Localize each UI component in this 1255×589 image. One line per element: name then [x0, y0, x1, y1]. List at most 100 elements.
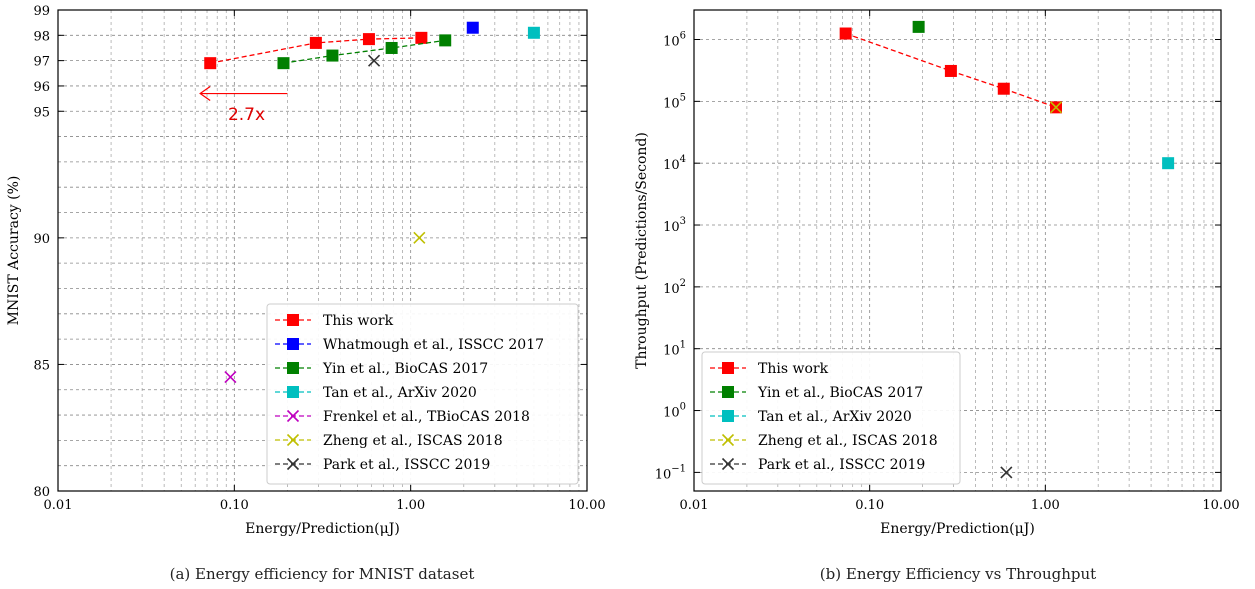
legend-marker — [287, 314, 299, 326]
legend-entry: Zheng et al., ISCAS 2018 — [710, 433, 938, 449]
y-tick-label: 96 — [33, 80, 50, 95]
legend-entry: Park et al., ISSCC 2019 — [275, 457, 490, 473]
x-tick-label: 0.01 — [44, 498, 73, 513]
figure-caption: (a) Energy efficiency for MNIST dataset — [170, 565, 475, 583]
legend-marker — [286, 433, 300, 447]
data-point — [439, 34, 452, 47]
legend-marker — [286, 409, 300, 423]
legend-label: Tan et al., ArXiv 2020 — [323, 385, 477, 401]
legend-box — [266, 303, 579, 485]
legend-label: Tan et al., ArXiv 2020 — [758, 409, 912, 425]
series-1 — [912, 20, 925, 33]
y-tick-label: 106 — [663, 31, 686, 50]
legend-box — [701, 351, 961, 485]
series-4 — [1000, 466, 1013, 479]
data-point — [527, 26, 540, 39]
y-axis-title: Throughput (Predictions/Second) — [634, 132, 650, 369]
plot-frame — [57, 9, 588, 492]
legend-marker — [287, 386, 299, 398]
legend-marker — [722, 386, 734, 398]
marker-x-stroke — [413, 231, 426, 244]
legend-label: Yin et al., BioCAS 2017 — [322, 361, 488, 377]
legend-entry: This work — [275, 313, 394, 329]
y-tick-exponent: 3 — [680, 216, 686, 227]
marker-x-stroke — [721, 433, 735, 447]
series-line — [283, 39, 446, 64]
y-tick-label: 101 — [663, 340, 686, 359]
legend-entry: Whatmough et al., ISSCC 2017 — [275, 337, 544, 353]
x-tick-label: 1.00 — [396, 498, 425, 513]
series-2 — [1162, 157, 1175, 170]
y-tick-label: 99 — [33, 4, 50, 19]
data-point — [997, 82, 1010, 95]
legend-label: Yin et al., BioCAS 2017 — [757, 385, 923, 401]
legend-marker — [722, 362, 734, 374]
series-4 — [224, 371, 237, 384]
y-tick-exponent: 1 — [680, 340, 686, 351]
legend-marker — [287, 338, 299, 350]
y-tick-label: 10−1 — [655, 463, 686, 482]
legend-label: This work — [758, 361, 829, 377]
x-tick-label: 10.00 — [568, 498, 605, 513]
series-3 — [527, 26, 540, 39]
annotation: 2.7x — [199, 86, 288, 125]
y-axis-title: MNIST Accuracy (%) — [6, 176, 22, 326]
x-axis-title: Energy/Prediction(μJ) — [245, 521, 400, 537]
data-point — [912, 20, 925, 33]
y-tick-exponent: 2 — [680, 278, 686, 289]
data-point — [362, 33, 375, 46]
data-point — [839, 27, 852, 40]
legend-label: Frenkel et al., TBioCAS 2018 — [323, 409, 530, 425]
data-point — [413, 231, 426, 244]
data-point — [1049, 101, 1063, 114]
y-tick-base: 10 — [663, 220, 680, 235]
series-1 — [466, 21, 479, 34]
x-tick-label: 10.00 — [1202, 498, 1239, 513]
marker-x-stroke — [286, 433, 300, 447]
x-tick-label: 0.01 — [680, 498, 709, 513]
marker-x-stroke — [224, 371, 237, 384]
series-3 — [1049, 101, 1063, 114]
data-point — [204, 57, 217, 70]
legend-entry: Zheng et al., ISCAS 2018 — [275, 433, 503, 449]
y-tick-label: 103 — [663, 216, 686, 235]
legend-label: Zheng et al., ISCAS 2018 — [323, 433, 503, 449]
plot-frame — [693, 9, 1222, 492]
data-point — [944, 64, 957, 77]
data-point — [1000, 466, 1013, 479]
y-tick-base: 10 — [663, 35, 680, 50]
legend: This work Whatmough et al., ISSCC 2017 Yin… — [266, 303, 579, 485]
x-tick-label: 0.10 — [855, 498, 884, 513]
y-tick-exponent: 5 — [680, 92, 686, 103]
y-tick-label: 80 — [33, 485, 50, 500]
y-tick-label: 90 — [33, 232, 50, 247]
marker-x-stroke — [367, 54, 381, 67]
data-point — [415, 31, 428, 44]
x-tick-label: 0.10 — [220, 498, 249, 513]
legend-label: Zheng et al., ISCAS 2018 — [758, 433, 938, 449]
series-line — [210, 37, 422, 64]
y-tick-label: 97 — [33, 55, 50, 70]
y-tick-exponent: 4 — [680, 154, 686, 165]
y-tick-base: 10 — [655, 467, 672, 482]
y-tick-base: 10 — [663, 158, 680, 173]
data-point — [385, 41, 398, 54]
legend-entry: This work — [710, 361, 829, 377]
legend-entry: Tan et al., ArXiv 2020 — [275, 385, 477, 401]
legend-marker — [286, 457, 300, 471]
data-point — [1162, 157, 1175, 170]
chart-panel-2: 0.01 0.10 1.00 10.0010−11001011021031041051… — [634, 9, 1240, 583]
marker-x-stroke — [286, 457, 300, 471]
data-point — [326, 49, 339, 62]
legend-marker — [287, 362, 299, 374]
y-tick-label: 102 — [663, 278, 686, 297]
legend-entry: Park et al., ISSCC 2019 — [710, 457, 925, 473]
y-tick-exponent: 0 — [680, 402, 686, 413]
legend-marker — [721, 457, 735, 471]
grid — [694, 10, 1221, 491]
x-tick-label: 1.00 — [1031, 498, 1060, 513]
legend-entry: Tan et al., ArXiv 2020 — [710, 409, 912, 425]
data-point — [466, 21, 479, 34]
chart-panel-1: 0.01 0.10 1.00 10.00 80 85 90 95 96 97 98 99 Energy/… — [6, 4, 606, 583]
